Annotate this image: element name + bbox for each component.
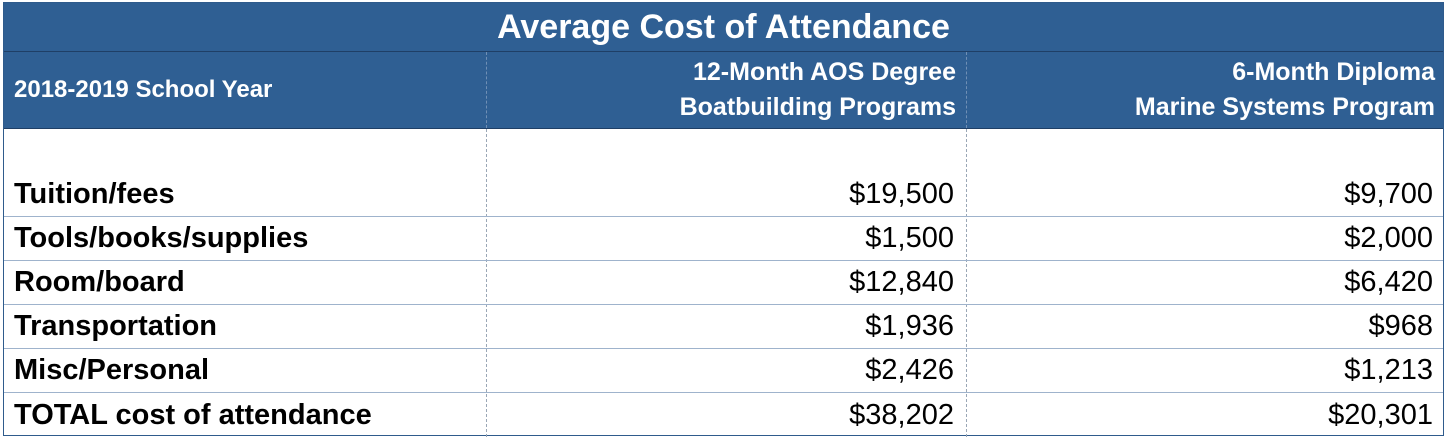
header-diploma: 6-Month Diploma Marine Systems Program [966, 52, 1445, 128]
aos-value: $1,936 [865, 310, 954, 342]
aos-value: $19,500 [849, 178, 954, 210]
header-diploma-line2: Marine Systems Program [1134, 93, 1435, 121]
header-diploma-line1: 6-Month Diploma [1232, 58, 1435, 86]
header-aos-degree: 12-Month AOS Degree Boatbuilding Program… [486, 52, 966, 128]
header-aos-line2: Boatbuilding Programs [679, 93, 956, 121]
row-label: Misc/Personal [14, 354, 210, 386]
header-school-year-label: 2018-2019 School Year [14, 76, 273, 103]
table-row: Misc/Personal $2,426 $1,213 [4, 349, 1443, 393]
diploma-value: $20,301 [1328, 398, 1433, 431]
table-header-row: 2018-2019 School Year 12-Month AOS Degre… [4, 52, 1443, 129]
table-row-total: TOTAL cost of attendance $38,202 $20,301 [4, 393, 1443, 437]
row-label: Transportation [14, 310, 218, 342]
aos-value: $12,840 [849, 266, 954, 298]
row-label: Tuition/fees [14, 178, 175, 210]
diploma-value: $6,420 [1344, 266, 1433, 298]
table-row: Transportation $1,936 $968 [4, 305, 1443, 349]
header-aos-line1: 12-Month AOS Degree [692, 58, 956, 86]
table-body: Tuition/fees $19,500 $9,700 Tools/books/… [4, 173, 1443, 437]
table-row: Room/board $12,840 $6,420 [4, 261, 1443, 305]
row-label: TOTAL cost of attendance [14, 398, 372, 431]
table-title: Average Cost of Attendance [4, 3, 1443, 52]
aos-value: $38,202 [849, 398, 954, 431]
column-divider [486, 129, 487, 437]
cost-table: Average Cost of Attendance 2018-2019 Sch… [3, 2, 1444, 437]
diploma-value: $968 [1368, 310, 1433, 342]
diploma-value: $2,000 [1344, 222, 1433, 254]
row-label: Room/board [14, 266, 185, 298]
diploma-value: $1,213 [1344, 354, 1433, 386]
column-divider [966, 129, 967, 437]
aos-value: $1,500 [865, 222, 954, 254]
table-row: Tools/books/supplies $1,500 $2,000 [4, 217, 1443, 261]
row-label: Tools/books/supplies [14, 222, 309, 254]
diploma-value: $9,700 [1344, 178, 1433, 210]
table-row: Tuition/fees $19,500 $9,700 [4, 173, 1443, 217]
table-spacer-row [4, 129, 1443, 173]
aos-value: $2,426 [865, 354, 954, 386]
header-school-year: 2018-2019 School Year [4, 52, 486, 128]
